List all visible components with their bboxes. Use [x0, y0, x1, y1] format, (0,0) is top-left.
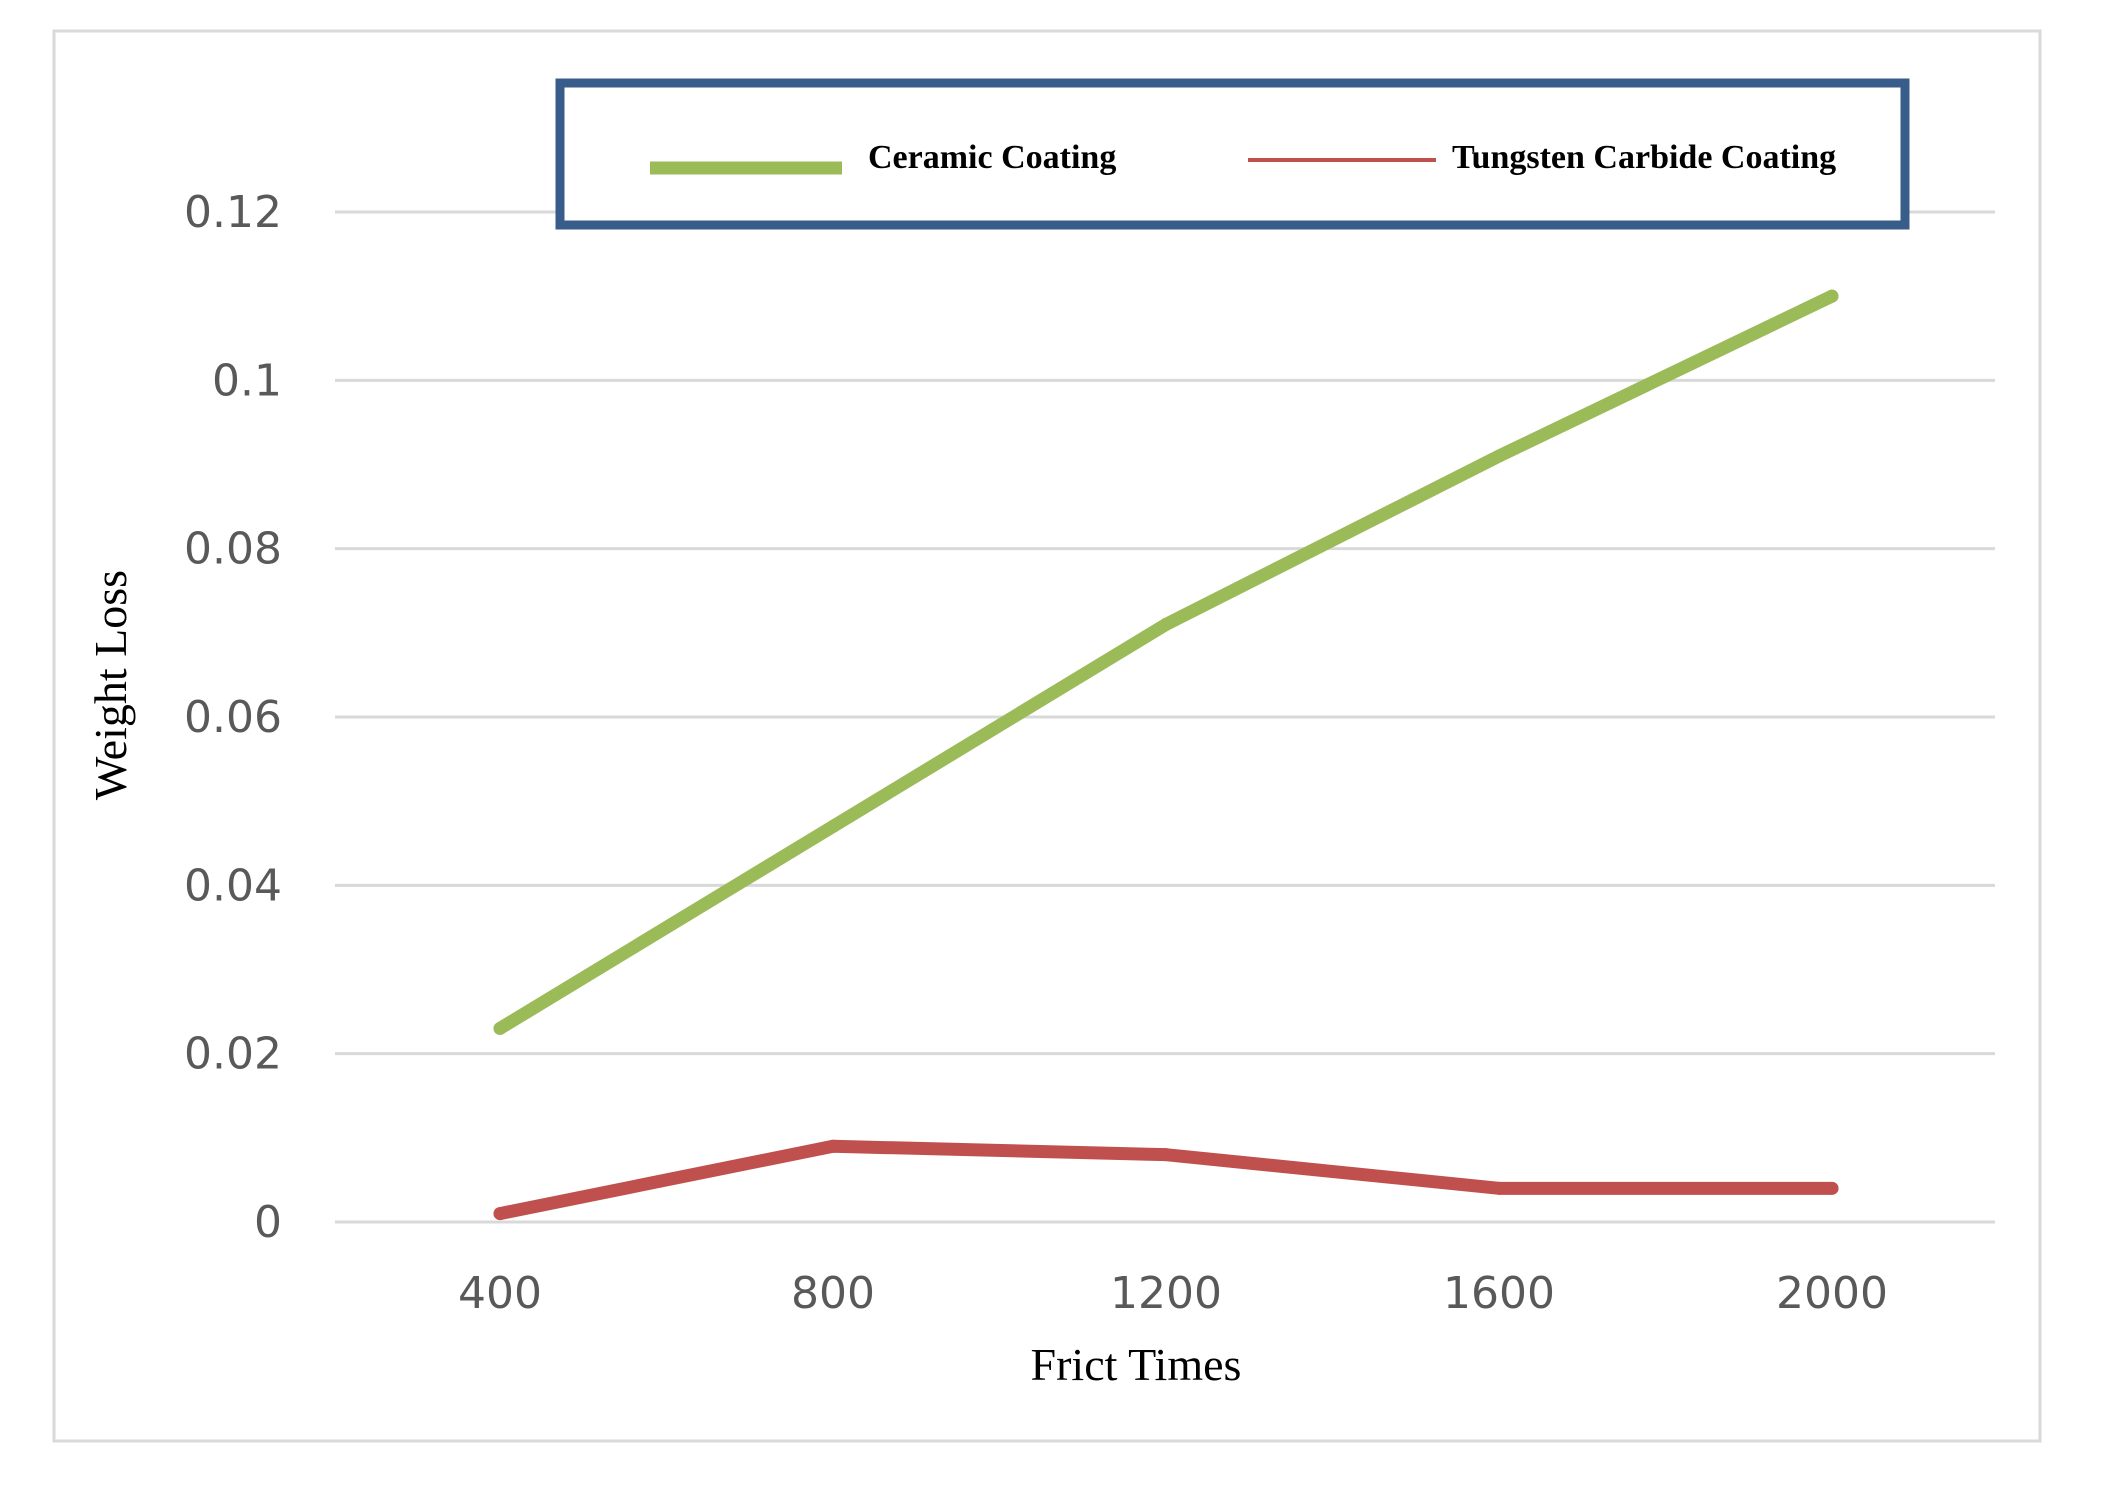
- data-point-tungsten-carbide-coating: [1825, 1181, 1839, 1195]
- data-point-ceramic-coating: [826, 819, 840, 833]
- legend-box: [555, 78, 1910, 230]
- x-tick-label: 1200: [1110, 1268, 1222, 1319]
- y-tick-label: 0.06: [184, 692, 282, 743]
- data-point-tungsten-carbide-coating: [1159, 1148, 1173, 1162]
- y-tick-label: 0.02: [184, 1029, 282, 1080]
- data-point-ceramic-coating: [493, 1021, 507, 1035]
- y-axis-ticks: 0 0.02 0.04 0.06 0.08 0.1 0.12: [184, 187, 282, 1248]
- data-point-tungsten-carbide-coating: [1492, 1181, 1506, 1195]
- x-tick-label: 400: [458, 1268, 542, 1319]
- y-tick-label: 0: [254, 1197, 282, 1248]
- y-tick-label: 0.12: [184, 187, 282, 238]
- x-axis-title: Frict Times: [1031, 1339, 1242, 1390]
- y-axis-title: Weight Loss: [85, 570, 136, 800]
- x-tick-label: 2000: [1776, 1268, 1888, 1319]
- y-tick-label: 0.04: [184, 860, 282, 911]
- chart-frame: [52, 29, 2042, 1443]
- x-axis-ticks: 400 800 1200 1600 2000: [458, 1268, 1888, 1319]
- data-point-tungsten-carbide-coating: [826, 1139, 840, 1153]
- x-tick-label: 1600: [1443, 1268, 1555, 1319]
- legend-label-ceramic-coating: Ceramic Coating: [868, 139, 1116, 176]
- legend: Ceramic Coating Tungsten Carbide Coating: [555, 78, 1910, 230]
- data-point-ceramic-coating: [1825, 289, 1839, 303]
- y-tick-label: 0.08: [184, 524, 282, 575]
- legend-label-tungsten-carbide-coating: Tungsten Carbide Coating: [1452, 139, 1836, 176]
- data-point-ceramic-coating: [1159, 617, 1173, 631]
- series-lines: [493, 289, 1839, 1221]
- x-tick-label: 800: [791, 1268, 875, 1319]
- data-point-ceramic-coating: [1492, 449, 1506, 463]
- data-point-tungsten-carbide-coating: [493, 1207, 507, 1221]
- y-tick-label: 0.1: [212, 355, 282, 406]
